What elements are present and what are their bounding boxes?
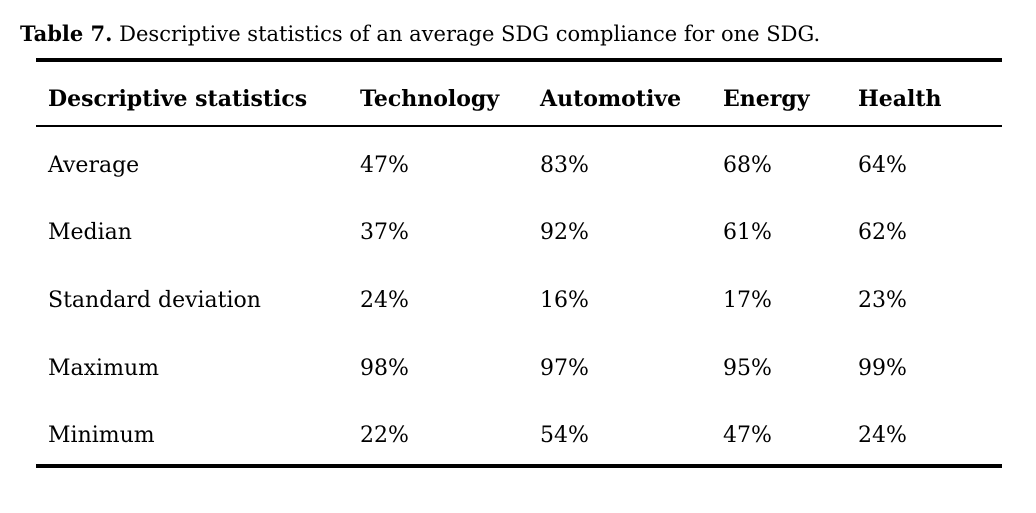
table-cell: 83% [540, 152, 589, 178]
table-cell: 37% [360, 220, 409, 245]
table-row-standard-deviation: Standard deviation 24% 16% 17% 23% [36, 262, 1002, 330]
table-row-average: Average 47% 83% 68% 64% [36, 126, 1002, 194]
table-cell: 47% [723, 423, 772, 448]
table-cell: 61% [723, 220, 772, 245]
column-header-technology: Technology [360, 85, 500, 112]
descriptive-statistics-table: Descriptive statistics Technology Automo… [36, 58, 1002, 468]
table-cell: 24% [360, 288, 409, 313]
column-header-automotive: Automotive [540, 85, 682, 112]
table-cell: 16% [540, 288, 589, 313]
table-cell: 62% [858, 220, 907, 245]
table-cell: 98% [360, 356, 409, 381]
table-row-minimum: Minimum 22% 54% 47% 24% [36, 398, 1002, 466]
table-cell: 47% [360, 152, 409, 178]
table-cell: 54% [540, 423, 589, 448]
table-cell: 22% [360, 423, 409, 448]
table-header-row: Descriptive statistics Technology Automo… [36, 60, 1002, 126]
table-caption-number: Table 7. [20, 21, 113, 46]
column-header-energy: Energy [723, 85, 810, 112]
table-cell: 23% [858, 288, 907, 313]
row-label: Median [48, 220, 132, 245]
column-header-descriptive-statistics: Descriptive statistics [48, 85, 308, 112]
row-label: Average [48, 152, 140, 178]
row-label: Standard deviation [48, 288, 261, 313]
table-cell: 95% [723, 356, 772, 381]
table-cell: 64% [858, 152, 907, 178]
table-cell: 92% [540, 220, 589, 245]
table-row-maximum: Maximum 98% 97% 95% 99% [36, 330, 1002, 398]
table-row-median: Median 37% 92% 61% 62% [36, 194, 1002, 262]
column-header-health: Health [858, 85, 942, 112]
table-caption: Table 7. Descriptive statistics of an av… [0, 0, 1036, 48]
table-cell: 99% [858, 356, 907, 381]
table-cell: 97% [540, 356, 589, 381]
table-cell: 68% [723, 152, 772, 178]
table-caption-text: Descriptive statistics of an average SDG… [119, 22, 821, 46]
row-label: Minimum [48, 423, 155, 448]
table-cell: 17% [723, 288, 772, 313]
table-cell: 24% [858, 423, 907, 448]
row-label: Maximum [48, 356, 159, 381]
